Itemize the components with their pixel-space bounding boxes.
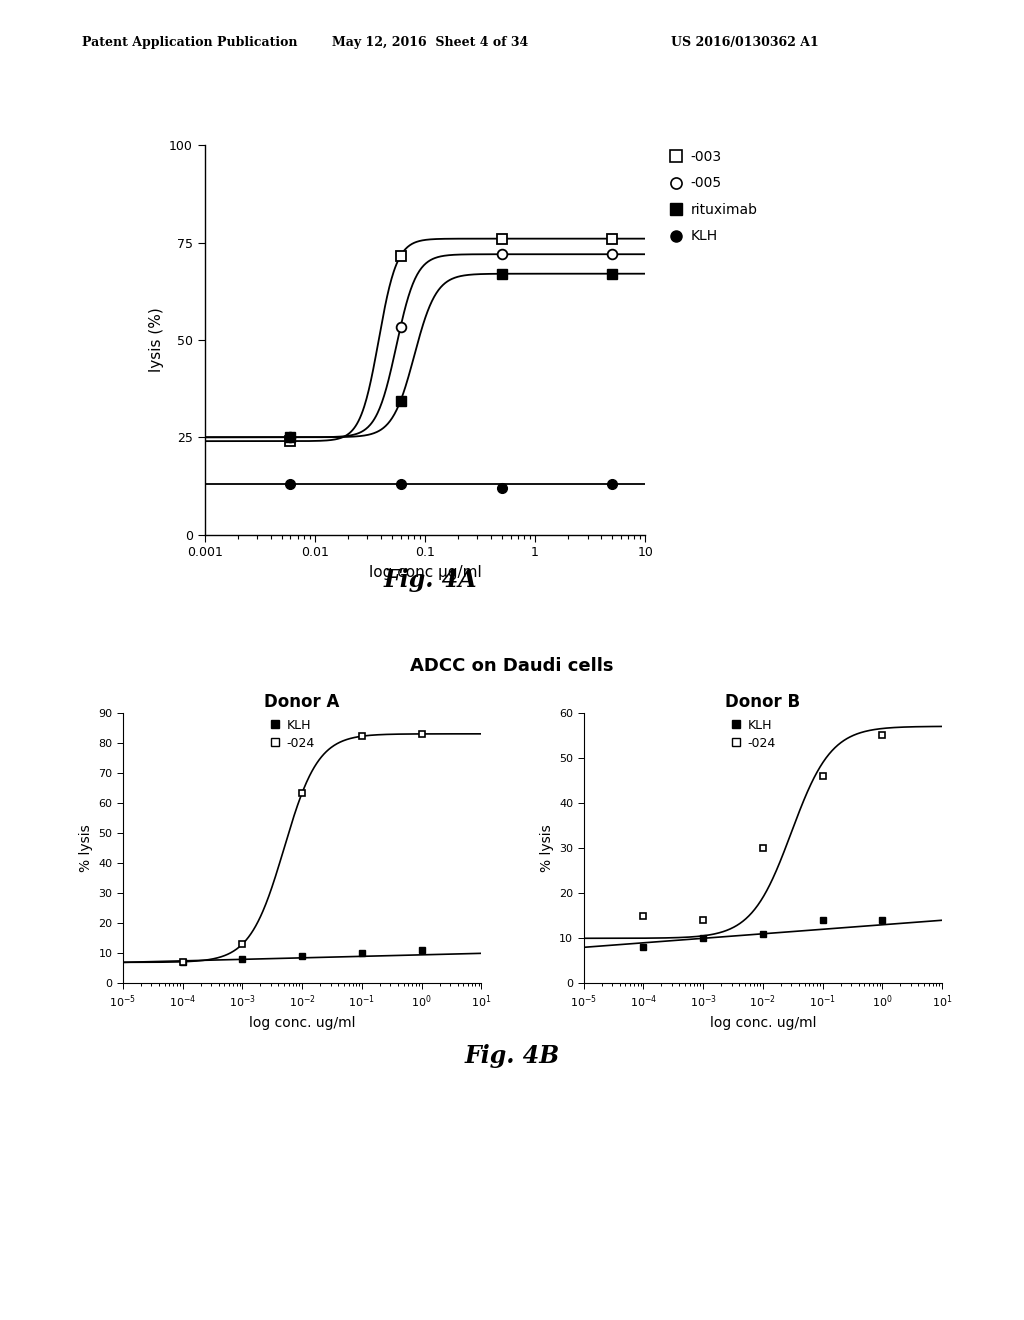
Text: May 12, 2016  Sheet 4 of 34: May 12, 2016 Sheet 4 of 34 — [332, 36, 528, 49]
Legend: -003, -005, rituximab, KLH: -003, -005, rituximab, KLH — [666, 144, 763, 249]
Y-axis label: lysis (%): lysis (%) — [148, 308, 164, 372]
Y-axis label: % lysis: % lysis — [540, 824, 554, 873]
Text: Fig. 4B: Fig. 4B — [464, 1044, 560, 1068]
X-axis label: log conc µg/ml: log conc µg/ml — [369, 565, 481, 579]
X-axis label: log conc. ug/ml: log conc. ug/ml — [710, 1016, 816, 1030]
Legend: KLH, -024: KLH, -024 — [265, 714, 319, 755]
Text: US 2016/0130362 A1: US 2016/0130362 A1 — [672, 36, 819, 49]
Text: Fig. 4A: Fig. 4A — [383, 569, 477, 593]
Text: Patent Application Publication: Patent Application Publication — [82, 36, 297, 49]
Y-axis label: % lysis: % lysis — [79, 824, 93, 873]
Legend: KLH, -024: KLH, -024 — [726, 714, 780, 755]
X-axis label: log conc. ug/ml: log conc. ug/ml — [249, 1016, 355, 1030]
Title: Donor B: Donor B — [725, 693, 801, 711]
Title: Donor A: Donor A — [264, 693, 340, 711]
Text: ADCC on Daudi cells: ADCC on Daudi cells — [411, 656, 613, 675]
